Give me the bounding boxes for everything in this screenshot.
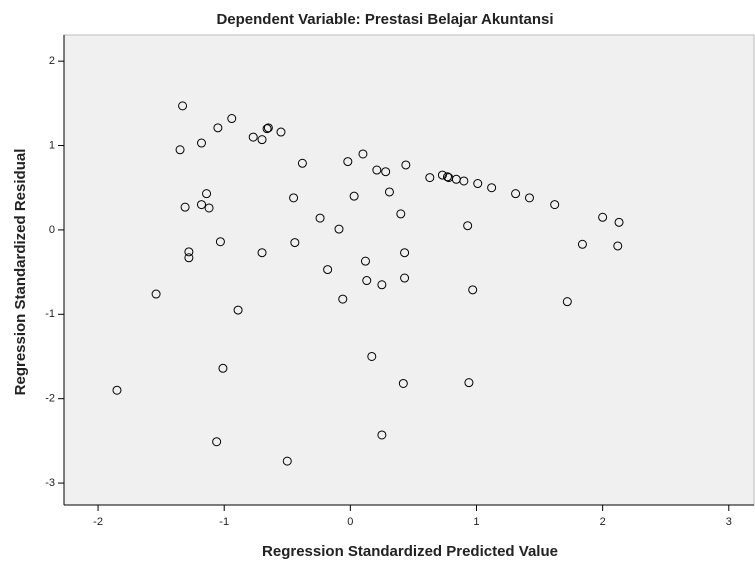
point xyxy=(196,138,206,148)
point xyxy=(377,280,387,290)
point xyxy=(349,191,359,201)
point xyxy=(202,189,212,199)
point xyxy=(562,297,572,307)
y-tick-label: -1 xyxy=(45,308,55,320)
point xyxy=(178,101,188,111)
point xyxy=(360,256,370,266)
point xyxy=(290,238,300,248)
point xyxy=(323,265,333,275)
plot-area xyxy=(63,34,755,506)
point xyxy=(577,239,587,249)
point xyxy=(367,351,377,361)
point xyxy=(377,430,387,440)
point xyxy=(289,193,299,203)
point xyxy=(338,294,348,304)
point xyxy=(262,124,272,134)
point xyxy=(196,200,206,210)
point xyxy=(257,248,267,258)
point xyxy=(384,187,394,197)
point xyxy=(215,237,225,247)
y-tick-label: 0 xyxy=(49,224,55,236)
point xyxy=(334,224,344,234)
point xyxy=(613,241,623,251)
point xyxy=(297,158,307,168)
point xyxy=(511,189,521,199)
point xyxy=(396,209,406,219)
point xyxy=(468,285,478,295)
y-tick-label: -3 xyxy=(45,477,55,489)
point xyxy=(175,145,185,155)
y-axis-label: Regression Standardized Residual xyxy=(12,149,29,396)
point xyxy=(358,149,368,159)
chart-title: Dependent Variable: Prestasi Belajar Aku… xyxy=(216,11,553,28)
point xyxy=(400,248,410,258)
point xyxy=(184,253,194,263)
point xyxy=(401,160,411,170)
x-tick-label: 3 xyxy=(726,516,732,528)
x-tick-label: 2 xyxy=(600,516,606,528)
point xyxy=(487,183,497,193)
point xyxy=(614,217,624,227)
point xyxy=(112,385,122,395)
x-tick-label: 0 xyxy=(347,516,353,528)
point xyxy=(248,132,258,142)
point xyxy=(362,276,372,286)
point xyxy=(213,123,223,133)
point xyxy=(227,114,237,124)
point xyxy=(550,200,560,210)
point xyxy=(598,212,608,222)
point xyxy=(400,273,410,283)
x-tick-label: -2 xyxy=(93,516,103,528)
y-tick-label: 1 xyxy=(49,139,55,151)
point xyxy=(463,221,473,231)
point xyxy=(257,135,267,145)
point xyxy=(180,202,190,212)
point xyxy=(233,305,243,315)
y-tick-label: -2 xyxy=(45,393,55,405)
point xyxy=(425,173,435,183)
point xyxy=(343,157,353,167)
x-tick-label: -1 xyxy=(219,516,229,528)
point xyxy=(437,170,447,180)
point xyxy=(315,213,325,223)
point xyxy=(204,203,214,213)
point xyxy=(442,172,452,182)
point xyxy=(524,193,534,203)
x-tick-label: 1 xyxy=(473,516,479,528)
y-tick-label: 2 xyxy=(49,55,55,67)
point xyxy=(473,179,483,189)
point xyxy=(184,247,194,257)
point xyxy=(398,378,408,388)
point xyxy=(459,176,469,186)
point xyxy=(282,456,292,466)
point xyxy=(151,289,161,299)
point xyxy=(372,165,382,175)
point xyxy=(464,378,474,388)
point xyxy=(276,127,286,137)
x-axis-label: Regression Standardized Predicted Value xyxy=(262,543,558,560)
point xyxy=(218,363,228,373)
point xyxy=(263,123,273,133)
point xyxy=(212,437,222,447)
point xyxy=(381,167,391,177)
